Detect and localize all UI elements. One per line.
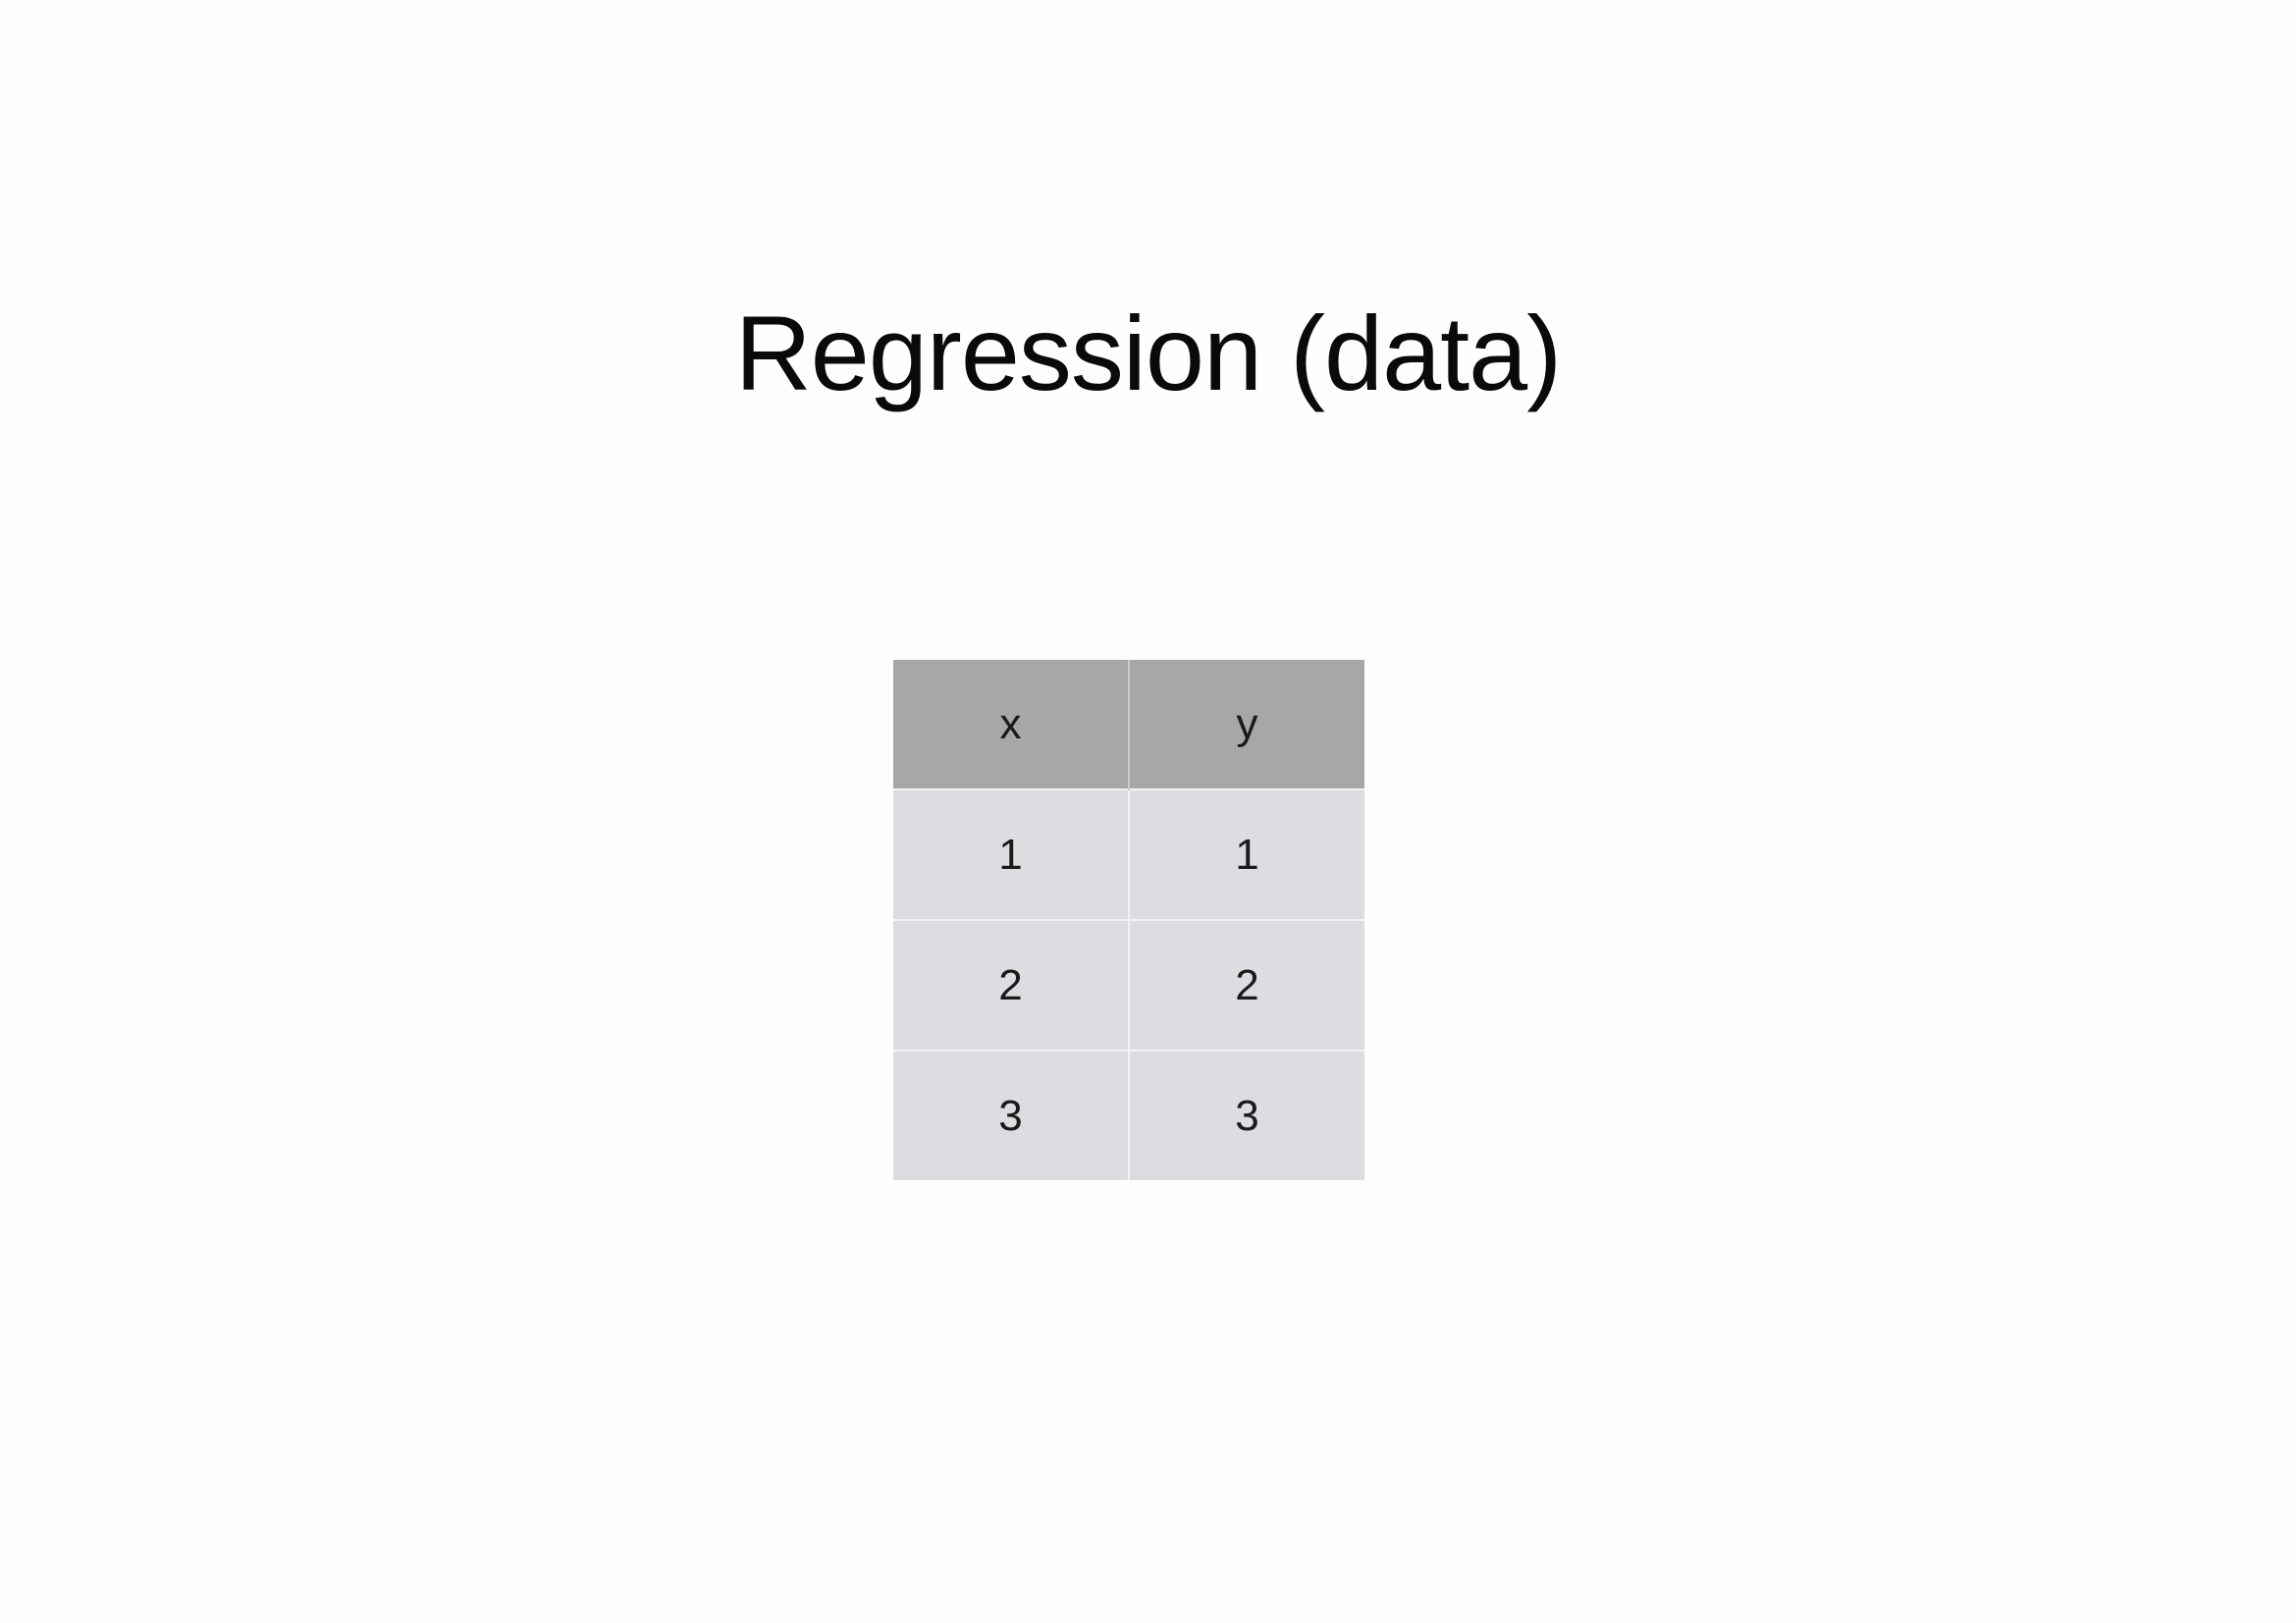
table-cell-y: 3 [1128, 1050, 1364, 1180]
table-cell-y: 2 [1128, 919, 1364, 1051]
table-row: 3 3 [893, 1050, 1364, 1180]
table-cell-y: 1 [1128, 788, 1364, 920]
data-table: x y 1 1 2 2 3 3 [893, 660, 1364, 1180]
table-row: 2 2 [893, 919, 1364, 1051]
table-cell-x: 3 [893, 1050, 1129, 1180]
table-cell-x: 2 [893, 919, 1129, 1051]
table-cell-x: 1 [893, 788, 1129, 920]
table-row: 1 1 [893, 788, 1364, 920]
slide-title: Regression (data) [734, 294, 1562, 412]
column-header-x: x [893, 660, 1129, 789]
column-header-y: y [1128, 660, 1364, 789]
table-header-row: x y [893, 660, 1364, 789]
